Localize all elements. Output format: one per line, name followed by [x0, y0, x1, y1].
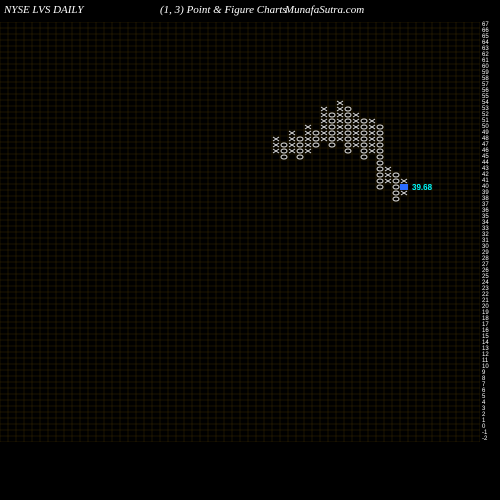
ticker-label: NYSE LVS DAILY — [4, 4, 83, 16]
y-tick: -2 — [482, 436, 487, 442]
y-axis: 6766656463626160595857565554535251504948… — [480, 22, 500, 442]
pnf-chart-svg — [0, 22, 480, 442]
site-credit: MunafaSutra.com — [285, 4, 364, 16]
chart-header: NYSE LVS DAILY (1, 3) Point & Figure Cha… — [0, 4, 500, 20]
pnf-chart — [0, 22, 480, 442]
chart-params: (1, 3) Point & Figure Charts — [160, 4, 287, 16]
last-price-label: 39.68 — [412, 183, 432, 192]
